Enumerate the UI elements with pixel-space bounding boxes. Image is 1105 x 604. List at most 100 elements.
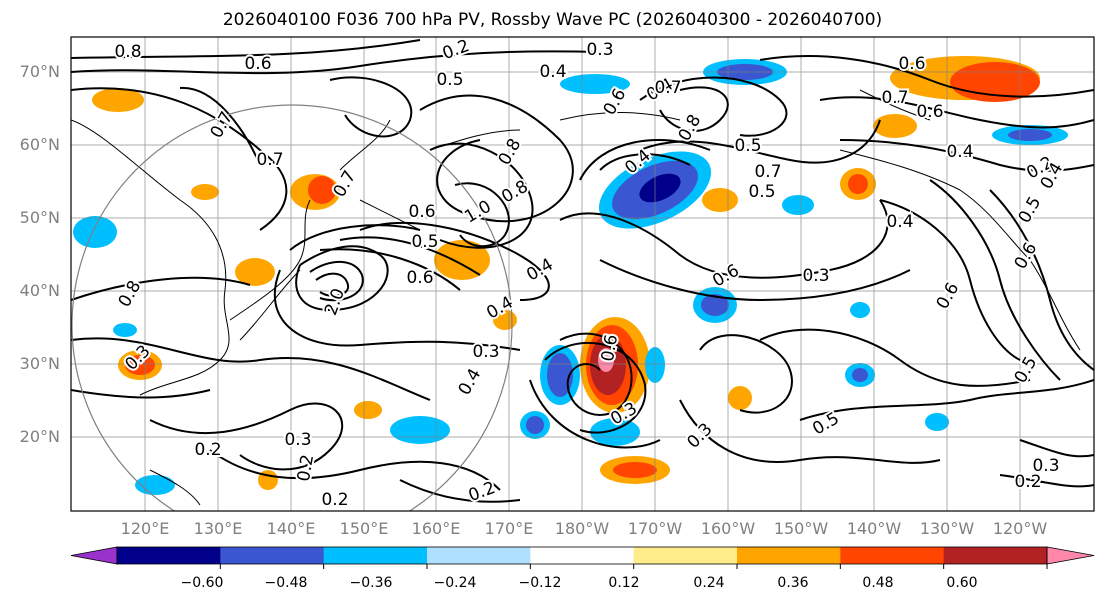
- positive-anomaly: [191, 184, 219, 200]
- colorbar-segment: [633, 547, 738, 564]
- contour-label: 0.6: [898, 54, 925, 74]
- lon-label: 120°E: [120, 519, 170, 538]
- negative-anomaly: [639, 173, 681, 203]
- map-frame: [70, 36, 1095, 512]
- contour-label: 0.5: [748, 182, 775, 202]
- contour-label: 0.4: [523, 255, 556, 286]
- negative-anomaly: [1008, 129, 1052, 141]
- colorbar-segment: [427, 547, 531, 564]
- contour-label: 0.3: [284, 430, 311, 450]
- contour-label: 0.5: [436, 70, 463, 90]
- contour-label: 0.2: [194, 440, 221, 460]
- colorbar-tick-label: −0.36: [349, 575, 393, 591]
- colorbar-segment: [117, 547, 221, 564]
- lat-label-40n: 40°N: [19, 281, 60, 300]
- contour-label: 0.2: [1014, 472, 1041, 492]
- lon-label: 140°E: [266, 519, 316, 538]
- positive-anomaly: [354, 401, 382, 419]
- negative-anomaly: [73, 216, 117, 248]
- contour-label: 0.3: [586, 40, 613, 60]
- lon-label: 140°W: [846, 519, 902, 538]
- positive-anomaly: [125, 355, 155, 375]
- contour-label: 0.4: [539, 62, 566, 82]
- colorbar-tick-label: 0.36: [777, 575, 809, 591]
- positive-anomaly: [702, 188, 738, 212]
- contour-label: 0.8: [675, 111, 706, 144]
- lon-label: 180°W: [554, 519, 610, 538]
- contour-label: 0.6: [244, 54, 271, 74]
- contour-label: 0.7: [881, 88, 908, 108]
- contour-label: 0.6: [916, 102, 943, 122]
- contour-label: 0.5: [411, 232, 438, 252]
- colorbar-segment: [840, 547, 945, 564]
- colorbar-tick-label: 0.12: [608, 575, 640, 591]
- lon-label: 170°E: [484, 519, 534, 538]
- contour-label: 0.8: [495, 135, 526, 168]
- colorbar-segment: [530, 547, 635, 564]
- contour-label: 0.5: [809, 409, 842, 440]
- coastlines: [71, 89, 1081, 506]
- positive-anomaly: [728, 386, 752, 410]
- positive-anomaly: [92, 88, 144, 112]
- contour-label: 0.6: [709, 261, 742, 292]
- pv-contours: [71, 39, 1094, 503]
- colorbar-tick-label: −0.12: [518, 575, 562, 591]
- colorbar-tick-label: −0.24: [433, 575, 477, 591]
- contour-label: 0.5: [734, 136, 761, 156]
- contour-label: 0.8: [114, 42, 141, 62]
- contour-label: 0.2: [321, 490, 348, 510]
- positive-anomaly: [308, 176, 336, 204]
- lon-label: 130°W: [919, 519, 975, 538]
- colorbar-high-extension: [1046, 546, 1095, 565]
- colorbar-segment: [323, 547, 428, 564]
- distance-circle: [71, 104, 513, 511]
- contour-label: 0.6: [408, 202, 435, 222]
- positive-anomaly: [235, 258, 275, 286]
- contour-label: 0.4: [946, 142, 973, 162]
- colorbar-frame: [116, 546, 1048, 565]
- negative-anomaly: [925, 413, 949, 431]
- lon-label: 120°W: [992, 519, 1048, 538]
- colorbar-tick-label: 0.48: [862, 575, 894, 591]
- lat-label-30n: 30°N: [19, 354, 60, 373]
- negative-anomaly: [560, 74, 630, 94]
- lat-label-60n: 60°N: [19, 135, 60, 154]
- negative-anomaly: [390, 416, 450, 444]
- negative-anomaly: [701, 294, 729, 316]
- lat-label-70n: 70°N: [19, 62, 60, 81]
- contour-label: 0.5: [1015, 193, 1046, 226]
- colorbar-low-extension: [70, 546, 118, 565]
- lon-label: 160°W: [700, 519, 756, 538]
- negative-anomaly: [782, 195, 814, 215]
- positive-anomaly: [873, 114, 917, 138]
- contour-label: 0.2: [294, 453, 318, 483]
- contour-label: 0.3: [802, 266, 829, 286]
- positive-anomaly: [598, 348, 614, 372]
- contour-label: 0.7: [654, 78, 681, 98]
- contour-label: 0.4: [455, 365, 486, 398]
- contour-label: 0.3: [1032, 456, 1059, 476]
- chart-title: 2026040100 F036 700 hPa PV, Rossby Wave …: [222, 10, 883, 30]
- colorbar-segment: [220, 547, 325, 564]
- negative-anomaly: [113, 323, 137, 337]
- colorbar-tick-label: 0.24: [693, 575, 725, 591]
- colorbar-tick-label: −0.60: [180, 575, 224, 591]
- lon-label: 150°W: [773, 519, 829, 538]
- negative-anomaly: [850, 302, 870, 318]
- contour-label: 0.6: [406, 268, 433, 288]
- contour-label: 0.3: [472, 342, 499, 362]
- contour-label: 0.6: [933, 279, 964, 312]
- positive-anomaly: [848, 174, 868, 194]
- lat-label-50n: 50°N: [19, 208, 60, 227]
- negative-anomaly: [852, 368, 868, 382]
- lon-label: 170°W: [627, 519, 683, 538]
- contour-label: 0.4: [886, 212, 913, 232]
- positive-anomaly: [493, 310, 517, 330]
- colorbar-segment: [943, 547, 1048, 564]
- contour-label: 0.7: [754, 162, 781, 182]
- colorbar-tick-label: −0.48: [264, 575, 308, 591]
- colorbar-tick-label: 0.60: [946, 575, 978, 591]
- lat-label-20n: 20°N: [19, 427, 60, 446]
- contour-label: 1.0: [461, 197, 494, 228]
